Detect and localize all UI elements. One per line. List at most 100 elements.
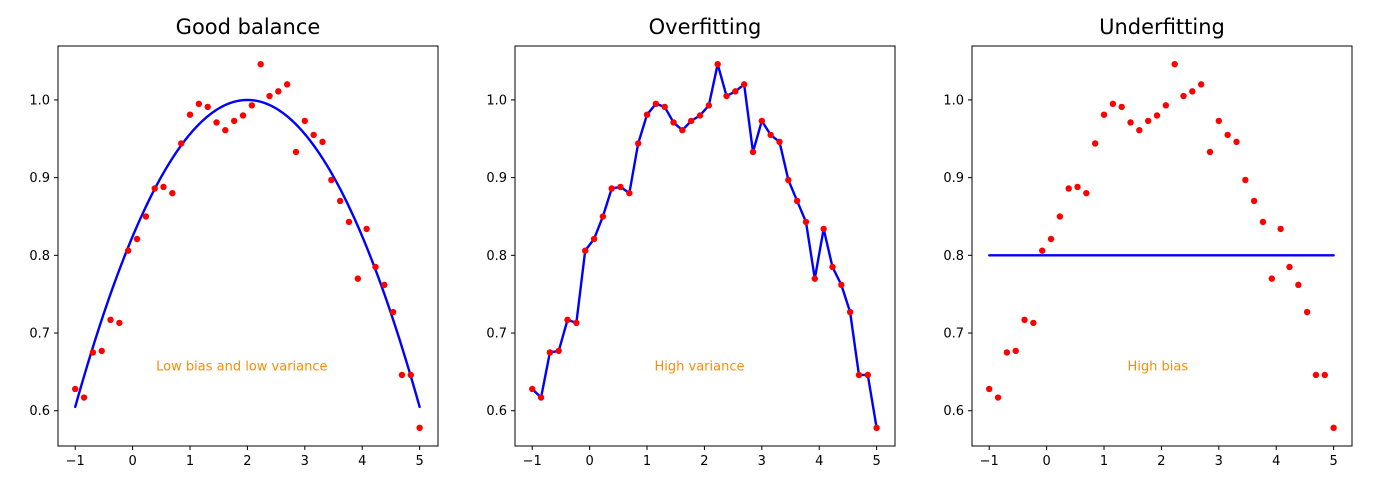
- annotation-label: High bias: [1128, 359, 1189, 374]
- data-point: [1056, 213, 1064, 220]
- data-point: [1224, 131, 1231, 139]
- data-point: [846, 308, 854, 316]
- annotation-label: High variance: [654, 359, 744, 374]
- data-point: [72, 385, 79, 393]
- axes-frame: [514, 45, 896, 447]
- data-point: [537, 394, 545, 401]
- y-tick-label: 0.8: [486, 249, 507, 264]
- y-tick-label: 0.7: [943, 327, 964, 342]
- x-tick-label: 1: [643, 454, 651, 469]
- x-tick-label: 0: [1042, 454, 1050, 469]
- data-point: [670, 119, 677, 126]
- data-point: [864, 371, 871, 379]
- data-point: [363, 225, 370, 233]
- data-point: [758, 117, 766, 125]
- y-tick-label: 1.0: [29, 93, 50, 108]
- data-point: [994, 394, 1002, 401]
- data-point: [1153, 112, 1161, 119]
- data-point: [1250, 197, 1258, 205]
- data-point: [829, 263, 836, 271]
- x-tick-label: 4: [815, 454, 823, 469]
- plot-area-underfitting: −1 0 1 2 3 4 5 0.6 0.7 0.8 0.9 1.0 High bias: [943, 45, 1353, 469]
- data-point: [582, 247, 589, 254]
- data-point: [1003, 349, 1011, 356]
- panel-title-good-balance: Good balance: [176, 15, 321, 39]
- data-point: [679, 127, 686, 134]
- data-point: [590, 235, 598, 243]
- data-point: [873, 424, 880, 432]
- axes-frame: [57, 45, 439, 447]
- data-point: [599, 213, 607, 220]
- data-point: [266, 92, 273, 100]
- data-point: [1242, 176, 1249, 184]
- data-point: [1330, 424, 1337, 432]
- data-point: [1197, 81, 1205, 88]
- data-point: [1180, 92, 1187, 100]
- data-point: [1091, 140, 1099, 147]
- data-point: [89, 349, 97, 356]
- data-point: [160, 183, 167, 191]
- data-point: [1215, 117, 1223, 125]
- data-point: [1144, 117, 1152, 125]
- x-tick-label: 2: [700, 454, 708, 469]
- data-point: [838, 281, 845, 289]
- data-point: [213, 119, 220, 126]
- data-point: [546, 349, 554, 356]
- x-tick-label: −1: [523, 454, 542, 469]
- data-point: [389, 308, 397, 316]
- data-point: [820, 225, 827, 233]
- data-point: [275, 88, 282, 95]
- x-tick-label: 4: [358, 454, 366, 469]
- x-tick-label: 3: [1215, 454, 1223, 469]
- panel-good-balance: −1 0 1 2 3 4 5 0.6 0.7 0.8 0.9 1.0 Low bias and low …: [29, 15, 439, 469]
- data-point: [529, 385, 536, 393]
- data-point: [802, 218, 810, 226]
- x-tick-label: 5: [872, 454, 880, 469]
- x-tick-label: 5: [415, 454, 423, 469]
- data-point: [723, 92, 730, 100]
- fit-line: [531, 62, 878, 430]
- data-point: [732, 88, 739, 95]
- data-point: [116, 319, 123, 327]
- data-point: [696, 112, 704, 119]
- data-point: [186, 111, 194, 118]
- annotation-label: Low bias and low variance: [156, 359, 327, 374]
- data-point: [555, 347, 562, 355]
- x-tick-label: 3: [301, 454, 309, 469]
- data-point: [714, 60, 721, 68]
- x-tick-label: 0: [585, 454, 593, 469]
- data-point: [372, 263, 379, 271]
- data-point: [1083, 189, 1090, 197]
- y-tick-label: 0.9: [486, 171, 507, 186]
- data-point: [169, 189, 176, 197]
- data-point: [626, 189, 633, 197]
- data-point: [1100, 111, 1108, 118]
- y-tick-label: 0.8: [29, 249, 50, 264]
- data-point: [381, 281, 388, 289]
- x-tick-label: 1: [1100, 454, 1108, 469]
- data-point: [1171, 60, 1178, 68]
- data-point: [310, 131, 317, 139]
- data-point: [407, 371, 414, 379]
- x-tick-label: 5: [1329, 454, 1337, 469]
- data-point: [1268, 275, 1276, 282]
- data-point: [1312, 371, 1320, 379]
- y-tick-label: 0.8: [943, 249, 964, 264]
- data-point: [1233, 138, 1240, 146]
- data-point: [740, 81, 748, 88]
- y-tick-label: 0.6: [943, 404, 964, 419]
- data-point: [661, 103, 668, 111]
- data-point: [1047, 235, 1055, 243]
- data-point: [573, 319, 580, 327]
- data-point: [248, 102, 256, 109]
- data-point: [643, 111, 651, 118]
- data-point: [416, 424, 423, 432]
- panel-title-overfitting: Overfitting: [649, 15, 762, 39]
- x-tick-label: 2: [243, 454, 251, 469]
- data-point: [292, 148, 300, 156]
- data-point: [793, 197, 801, 205]
- data-point: [1206, 148, 1214, 156]
- y-tick-label: 0.6: [29, 404, 50, 419]
